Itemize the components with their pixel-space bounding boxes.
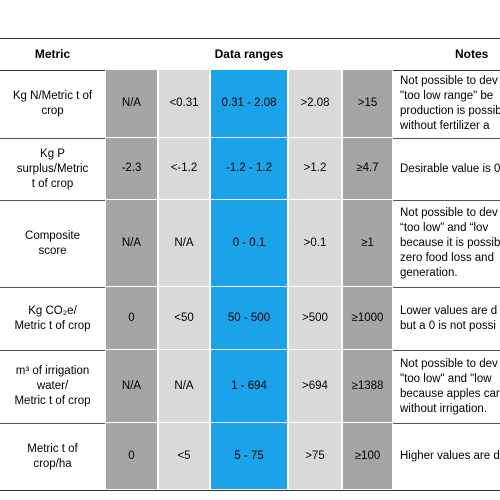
metric-line: score (38, 244, 67, 257)
notes-line: because apples can (400, 387, 500, 400)
metric-line: Kg CO₂e/ (28, 304, 77, 317)
notes-line: without fertilizer a (400, 120, 490, 132)
range-cell: 0.31 - 2.08 (210, 70, 288, 138)
metric-cell: Kg N/Metric t of crop (0, 70, 105, 138)
notes-line: "too low range" be (400, 90, 494, 102)
range-cell: N/A (105, 200, 158, 287)
metric-line: Composite (25, 229, 80, 242)
notes-line: production is possib (400, 105, 500, 117)
notes-cell: Not possible to dev "too low range" be pro… (393, 70, 500, 138)
row-rule (0, 350, 105, 351)
notes-cell: Not possible to dev “too low” and “lov bec… (393, 200, 500, 287)
notes-line: because it is possib (400, 237, 500, 249)
row-rule (393, 138, 500, 139)
notes-line: generation. (400, 267, 458, 279)
range-cell: >75 (288, 423, 342, 490)
row-rule (393, 350, 500, 351)
metric-line: crop (41, 105, 64, 117)
metric-line: Metric t of crop (14, 319, 91, 332)
metric-cell: Kg CO₂e/Metric t of crop (0, 287, 105, 350)
range-cell: >2.08 (288, 70, 342, 138)
row-rule (0, 200, 105, 201)
metric-line: Metric t of crop (14, 395, 91, 407)
notes-cell: Desirable value is 0 (393, 138, 500, 200)
range-cell: ≥1 (342, 200, 393, 287)
range-cell: <50 (158, 287, 210, 350)
row-rule (0, 287, 105, 288)
range-cell: >694 (288, 350, 342, 423)
range-cell: 50 - 500 (210, 287, 288, 350)
notes-line: "too low" and "low (400, 372, 492, 385)
header-metric: Metric (34, 47, 71, 61)
metric-line: surplus/Metric (16, 162, 89, 175)
range-cell: -1.2 - 1.2 (210, 138, 288, 200)
row-rule (393, 423, 500, 424)
range-cell: N/A (105, 350, 158, 423)
notes-line: without irrigation. (400, 402, 487, 415)
range-cell: 0 (105, 287, 158, 350)
range-cell: 1 - 694 (210, 350, 288, 423)
metric-line: Kg N/Metric t of (12, 90, 93, 102)
range-cell: >0.1 (288, 200, 342, 287)
row-rule (393, 200, 500, 201)
range-cell: <0.31 (158, 70, 210, 138)
metric-line: Kg P (40, 147, 65, 160)
range-cell: -2.3 (105, 138, 158, 200)
metric-line: m³ of irrigation (15, 365, 90, 377)
notes-line: Not possible to dev (400, 207, 498, 219)
metric-line: t of crop (31, 177, 74, 190)
top-rule (0, 38, 500, 39)
metric-cell: Composite score (0, 200, 105, 287)
notes-line: Lower values are d (400, 304, 498, 317)
notes-line: zero food loss and (400, 252, 494, 264)
notes-line: Not possible to dev (400, 357, 498, 370)
metric-line: Metric t of (27, 442, 78, 455)
range-cell: N/A (105, 70, 158, 138)
notes-cell: Higher values are d (393, 423, 500, 490)
range-cell: ≥1388 (342, 350, 393, 423)
header-data-ranges: Data ranges (214, 47, 284, 61)
range-cell: 0 (105, 423, 158, 490)
range-cell: <5 (158, 423, 210, 490)
range-cell: >1.2 (288, 138, 342, 200)
range-cell: ≥1000 (342, 287, 393, 350)
range-cell: <-1.2 (158, 138, 210, 200)
notes-line: Higher values are d (400, 450, 500, 462)
notes-cell: Lower values are d but a 0 is not possi (393, 287, 500, 350)
range-cell: >15 (342, 70, 393, 138)
metric-cell: Kg P surplus/Metric t of crop (0, 138, 105, 200)
range-cell: ≥100 (342, 423, 393, 490)
row-rule (0, 423, 105, 424)
metric-cell: m³ of irrigation water/Metric t of crop (0, 350, 105, 423)
range-cell: 5 - 75 (210, 423, 288, 490)
range-cell: ≥4.7 (342, 138, 393, 200)
notes-line: Desirable value is 0 (400, 162, 500, 175)
metric-line: water/ (36, 380, 69, 392)
header-notes: Notes (455, 47, 489, 61)
metric-line: crop/ha (33, 457, 72, 470)
range-cell: N/A (158, 200, 210, 287)
range-cell: N/A (158, 350, 210, 423)
notes-line: “too low” and “lov (400, 222, 489, 234)
range-cell: >500 (288, 287, 342, 350)
notes-line: Not possible to dev (400, 75, 498, 87)
row-rule (0, 138, 105, 139)
notes-cell: Not possible to dev "too low" and "low bec… (393, 350, 500, 423)
row-rule (393, 287, 500, 288)
notes-line: but a 0 is not possi (400, 319, 496, 332)
bottom-rule (0, 490, 500, 491)
range-cell: 0 - 0.1 (210, 200, 288, 287)
metric-cell: Metric t of crop/ha (0, 423, 105, 490)
